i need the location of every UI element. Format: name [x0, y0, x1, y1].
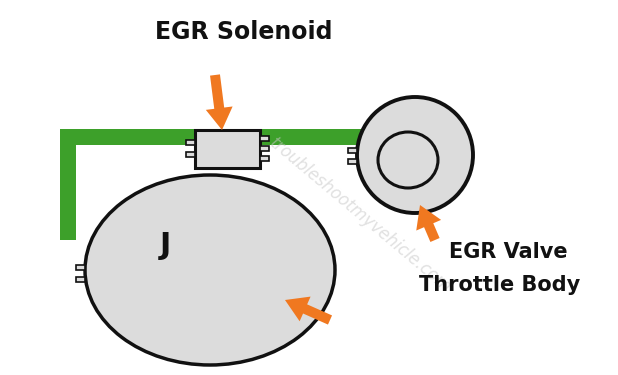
- Text: EGR Solenoid: EGR Solenoid: [155, 20, 332, 44]
- Text: EGR Valve: EGR Valve: [449, 242, 567, 262]
- FancyBboxPatch shape: [76, 277, 85, 282]
- FancyBboxPatch shape: [260, 146, 269, 151]
- FancyBboxPatch shape: [260, 136, 269, 141]
- FancyBboxPatch shape: [186, 140, 195, 145]
- FancyArrow shape: [285, 297, 332, 325]
- FancyArrow shape: [206, 74, 232, 130]
- FancyBboxPatch shape: [348, 159, 357, 164]
- FancyBboxPatch shape: [348, 148, 357, 153]
- FancyBboxPatch shape: [260, 156, 269, 161]
- FancyBboxPatch shape: [186, 152, 195, 157]
- FancyBboxPatch shape: [60, 129, 76, 240]
- FancyArrow shape: [417, 205, 441, 242]
- Text: troubleshootmyvehicle.com: troubleshootmyvehicle.com: [266, 134, 454, 296]
- Text: Throttle Body: Throttle Body: [420, 275, 581, 295]
- Ellipse shape: [85, 175, 335, 365]
- Text: J: J: [159, 231, 171, 260]
- FancyBboxPatch shape: [76, 265, 85, 270]
- FancyBboxPatch shape: [60, 129, 195, 145]
- Circle shape: [357, 97, 473, 213]
- FancyBboxPatch shape: [260, 129, 375, 145]
- FancyBboxPatch shape: [195, 130, 260, 168]
- Ellipse shape: [378, 132, 438, 188]
